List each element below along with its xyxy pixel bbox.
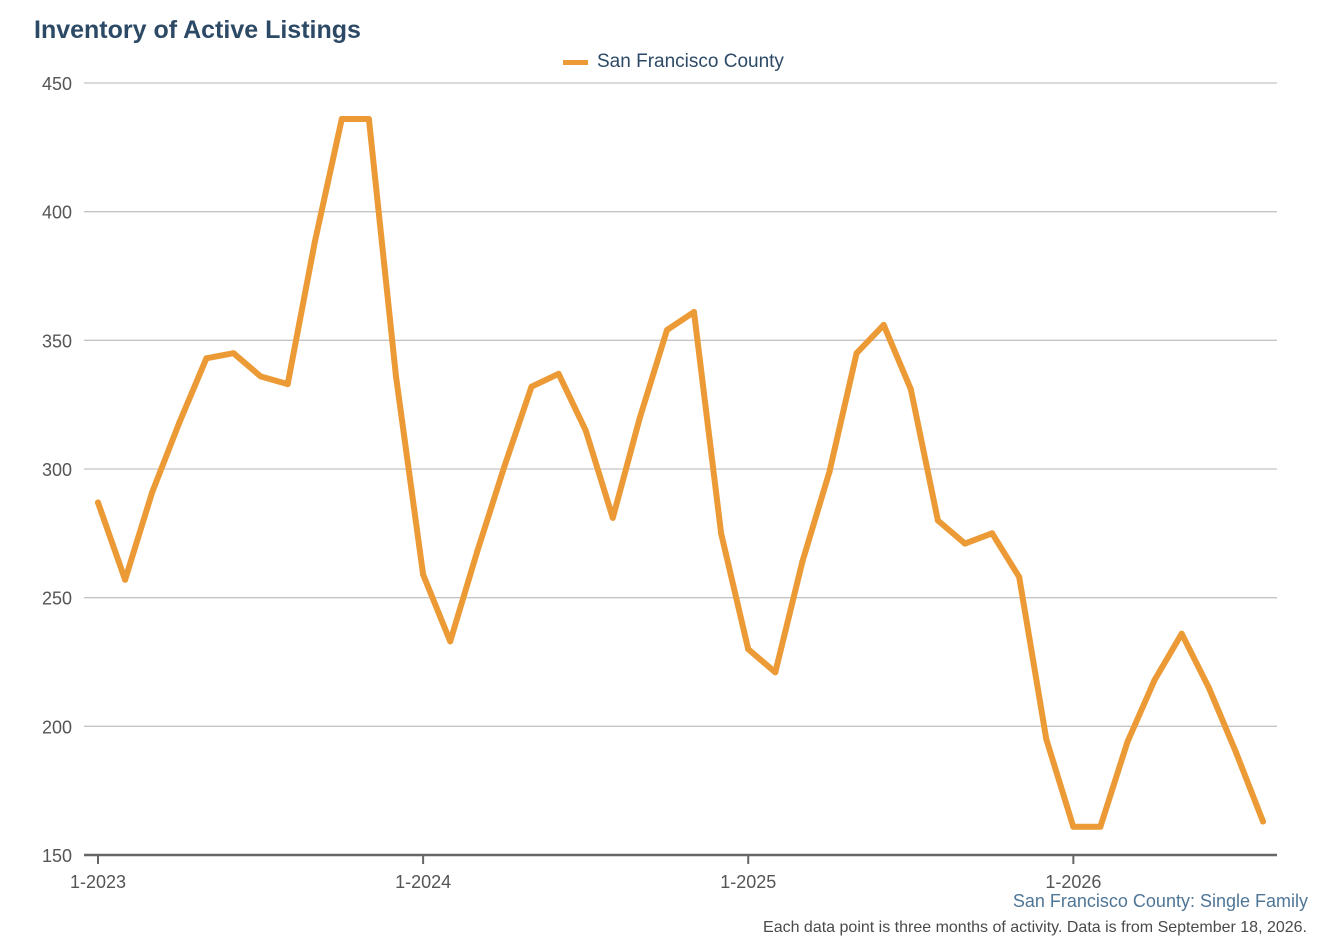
y-tick-label: 200 (42, 717, 72, 737)
chart-subtitle: San Francisco County: Single Family (1012, 891, 1308, 911)
x-tick-label: 1-2025 (720, 872, 776, 892)
axes: 150 200 250 300 350 400 450 1-2023 1-2024 1-2025 1… (42, 74, 1277, 892)
x-tick-label: 1-2024 (395, 872, 451, 892)
data-point (311, 239, 318, 246)
data-point (853, 350, 860, 357)
y-tick-label: 450 (42, 74, 72, 94)
data-point (176, 419, 183, 426)
data-note: Each data point is three months of activ… (763, 919, 1307, 936)
data-point (447, 638, 454, 645)
data-point (95, 499, 101, 506)
data-point (664, 327, 670, 333)
data-point (718, 530, 725, 537)
data-point (1232, 749, 1239, 756)
data-point (880, 321, 887, 328)
data-point (365, 116, 372, 122)
data-point (799, 558, 806, 565)
data-point (691, 309, 697, 315)
y-tick-label: 400 (42, 203, 72, 223)
y-tick-label: 300 (42, 460, 72, 480)
series-layer (95, 116, 1266, 830)
data-point (636, 414, 643, 421)
data-point (1043, 736, 1050, 743)
x-tick-label: 1-2023 (70, 872, 126, 892)
data-point (122, 576, 129, 583)
data-point (989, 530, 996, 537)
data-point (474, 548, 481, 555)
data-point (1016, 574, 1023, 581)
data-point (1097, 823, 1104, 830)
y-tick-label: 350 (42, 331, 72, 351)
data-point (772, 669, 779, 676)
data-point (393, 373, 399, 380)
data-point (1151, 677, 1158, 683)
y-tick-label: 150 (42, 846, 72, 866)
data-point (1070, 823, 1077, 830)
legend-swatch (563, 60, 588, 65)
x-tick-label: 1-2026 (1045, 872, 1101, 892)
data-point (745, 646, 752, 653)
data-point (1260, 818, 1266, 825)
data-point (555, 370, 562, 377)
data-point (826, 468, 833, 475)
data-point (1178, 630, 1185, 637)
grid-lines (84, 82, 1277, 727)
data-point (284, 381, 291, 388)
data-point (149, 489, 156, 496)
data-point (203, 355, 210, 362)
data-point (609, 514, 616, 521)
chart-title: Inventory of Active Listings (34, 16, 361, 44)
data-point (528, 383, 535, 390)
data-point (582, 427, 589, 434)
data-point (257, 373, 264, 380)
data-point (1124, 738, 1131, 745)
data-point (934, 517, 941, 524)
data-point (1205, 684, 1212, 691)
data-point (907, 386, 914, 393)
series-line-san-francisco-county (95, 116, 1266, 830)
y-tick-label: 250 (42, 589, 72, 609)
data-point (230, 350, 237, 357)
legend-label: San Francisco County (597, 51, 784, 72)
data-point (962, 540, 968, 547)
data-point (338, 116, 345, 122)
data-point (420, 571, 427, 578)
data-point (501, 463, 508, 470)
